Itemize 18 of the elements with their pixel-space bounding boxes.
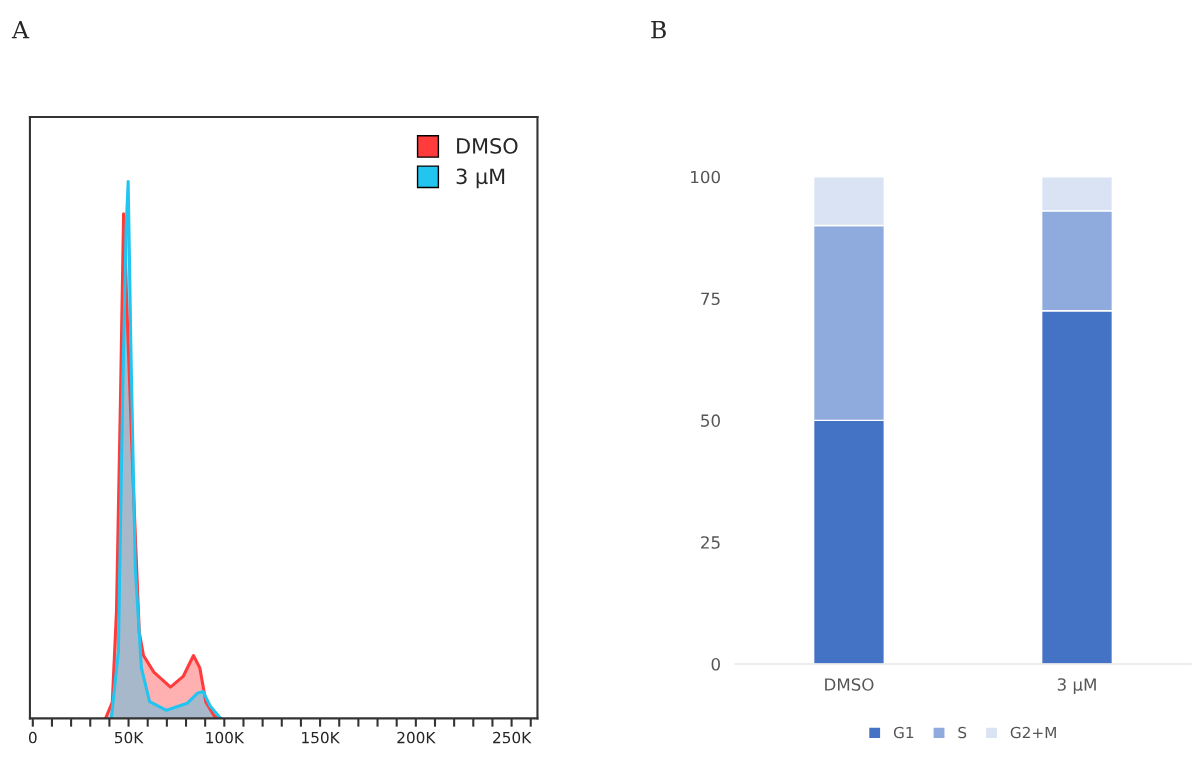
y-tick-label: 75 — [701, 292, 720, 306]
legend-label: G1 — [893, 726, 914, 739]
legend-label: G2+M — [1010, 726, 1056, 739]
x-tick-label: 50K — [115, 731, 144, 744]
legend-label: S — [958, 726, 967, 739]
y-tick-label: 50 — [701, 414, 720, 427]
chart-title: B — [651, 21, 666, 39]
x-tick-label: 150K — [302, 731, 340, 744]
y-tick-label: 100 — [691, 170, 720, 184]
legend-label: 3 µM — [456, 168, 505, 189]
y-tick-label: 0 — [711, 657, 720, 671]
legend-label: DMSO — [457, 138, 518, 154]
y-tick-label: 25 — [701, 536, 720, 549]
x-tick-label: 0 — [28, 731, 37, 744]
x-tick-label: 100K — [206, 731, 245, 744]
x-tick-label: 250K — [493, 731, 532, 744]
chart-title: A — [11, 21, 30, 39]
x-tick-label: 200K — [397, 731, 436, 744]
